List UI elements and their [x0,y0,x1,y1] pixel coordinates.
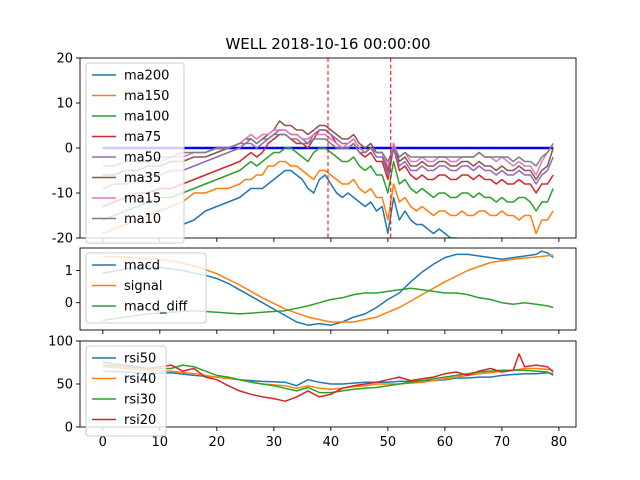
x-tick-label: 10 [152,435,169,450]
x-tick-label: 80 [551,435,568,450]
legend-label: macd [124,259,160,274]
x-tick-label: 70 [494,435,511,450]
y-tick-label: 50 [56,378,73,393]
legend-label: ma35 [124,171,161,186]
legend-label: ma75 [124,130,161,145]
legend: macd signal macd_diff [85,252,207,324]
x-tick-label: 30 [266,435,283,450]
x-tick-label: 60 [437,435,454,450]
chart-title: WELL 2018-10-16 00:00:00 [225,35,430,53]
y-tick-label: -10 [52,187,73,202]
y-tick-label: 100 [48,335,73,350]
legend-label: ma10 [124,212,161,227]
y-tick-label: 0 [65,421,73,436]
y-tick-label: 0 [65,296,73,311]
series-line-ma75 [102,129,554,208]
axes-frame [79,247,577,331]
series-line-ma150 [102,160,554,235]
legend-label: rsi40 [124,372,156,387]
legend: ma200 ma150 ma100 ma75 ma50 ma35 ma15 ma10 [85,62,185,244]
legend-label: rsi20 [124,413,156,428]
series-line-ma100 [102,147,554,221]
series-line-rsi40 [102,366,554,390]
y-tick-label: 0 [65,142,73,157]
series-line-ma200 [182,169,548,238]
legend-label: ma200 [124,69,169,84]
legend-label: ma15 [124,192,161,207]
legend: rsi50 rsi40 rsi30 rsi20 [85,345,167,437]
y-tick-label: -20 [52,232,73,247]
series-line-macd-diff [102,287,554,322]
y-tick-label: 1 [65,264,73,279]
legend-label: signal [124,279,162,294]
x-tick-label: 50 [380,435,397,450]
legend-box [85,345,167,437]
series-line-rsi20 [102,353,554,402]
legend-label: ma50 [124,151,161,166]
x-tick-label: 20 [209,435,226,450]
legend-label: ma150 [124,89,169,104]
panel-moving-averages: -20-1001020ma200ma150ma100ma75ma50ma35ma… [52,52,577,247]
plot-area [102,58,554,238]
panel-macd: 1 0 macd signal macd_diff [65,247,577,334]
x-tick-label: 0 [99,435,107,450]
legend-label: rsi50 [124,352,156,367]
y-tick-label: 10 [56,97,73,112]
series-line-ma10 [102,133,554,167]
y-tick-label: 20 [56,52,73,67]
plot-area [102,353,554,402]
legend-label: macd_diff [124,300,188,315]
x-tick-label: 40 [323,435,340,450]
legend-label: ma100 [124,110,169,125]
legend-label: rsi30 [124,393,156,408]
series-line-rsi30 [102,364,554,394]
